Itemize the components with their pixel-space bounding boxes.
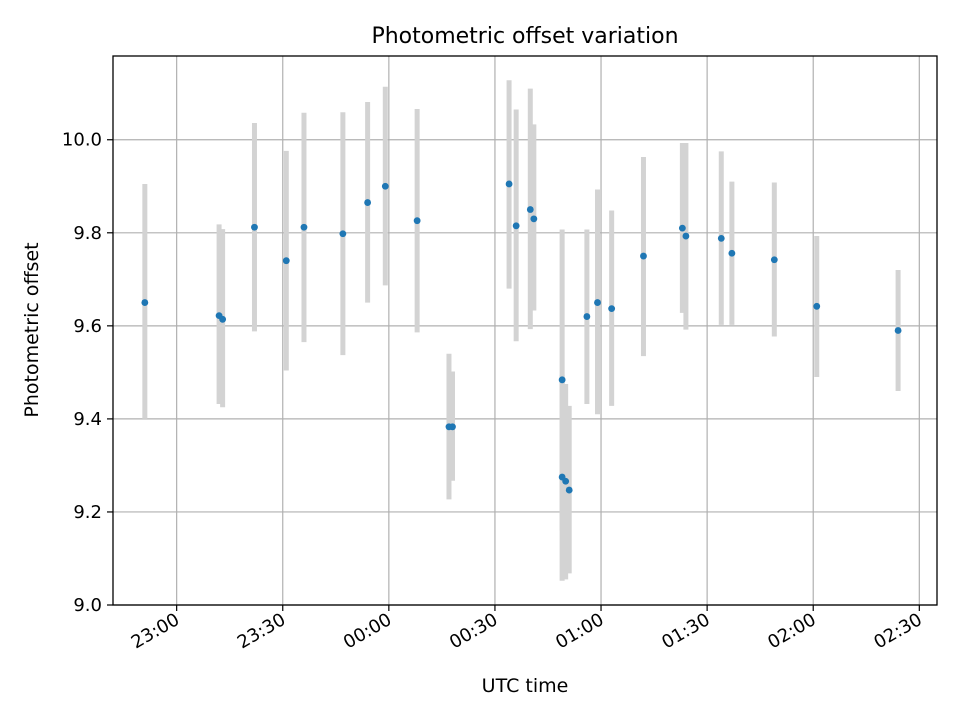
data-point	[813, 302, 821, 310]
data-point	[894, 327, 902, 334]
data-point	[678, 224, 686, 232]
data-point	[558, 376, 566, 384]
x-tick-label: 02:30	[870, 609, 925, 653]
axis-ticks: 23:00 23:30 00:00 00:30 01:00 01:30 02:00 02:30…	[62, 130, 926, 654]
data-point	[728, 249, 736, 257]
data-point	[300, 223, 308, 231]
x-tick-label: 01:00	[552, 609, 607, 653]
data-point	[282, 257, 290, 265]
x-tick-label: 02:00	[764, 609, 819, 653]
x-axis-label: UTC time	[482, 675, 569, 697]
error-bars	[142, 80, 901, 581]
data-point	[640, 252, 647, 260]
plot-frame	[112, 55, 938, 606]
y-tick-label: 10.0	[62, 130, 102, 151]
data-point	[449, 423, 456, 431]
data-point	[583, 313, 591, 320]
data-point	[339, 230, 347, 238]
data-point	[594, 299, 601, 306]
x-tick-label: 00:30	[446, 609, 501, 653]
x-tick-label: 00:00	[340, 609, 395, 653]
data-point	[505, 180, 513, 188]
data-point	[251, 223, 258, 231]
data-point	[682, 232, 690, 240]
x-tick-label: 23:30	[234, 609, 289, 653]
x-tick-label: 23:00	[128, 609, 183, 653]
data-point	[512, 222, 520, 230]
data-point	[381, 182, 389, 190]
chart-title: Photometric offset variation	[371, 24, 678, 49]
data-point	[717, 234, 725, 242]
y-tick-label: 9.4	[73, 409, 102, 430]
y-tick-label: 9.0	[73, 595, 102, 616]
grid	[113, 56, 937, 606]
data-point	[770, 256, 778, 264]
data-point	[141, 299, 149, 306]
data-point	[526, 206, 534, 213]
y-tick-label: 9.8	[73, 223, 102, 244]
data-point	[364, 199, 372, 206]
data-point	[608, 305, 616, 313]
data-points	[141, 180, 902, 494]
y-axis-label: Photometric offset	[21, 242, 43, 417]
data-point	[565, 486, 573, 494]
y-tick-label: 9.6	[73, 316, 102, 337]
data-point	[562, 477, 570, 485]
data-point	[219, 315, 227, 323]
y-tick-label: 9.2	[73, 502, 102, 523]
data-point	[530, 215, 538, 223]
x-tick-label: 01:30	[658, 609, 713, 653]
data-point	[413, 217, 421, 225]
